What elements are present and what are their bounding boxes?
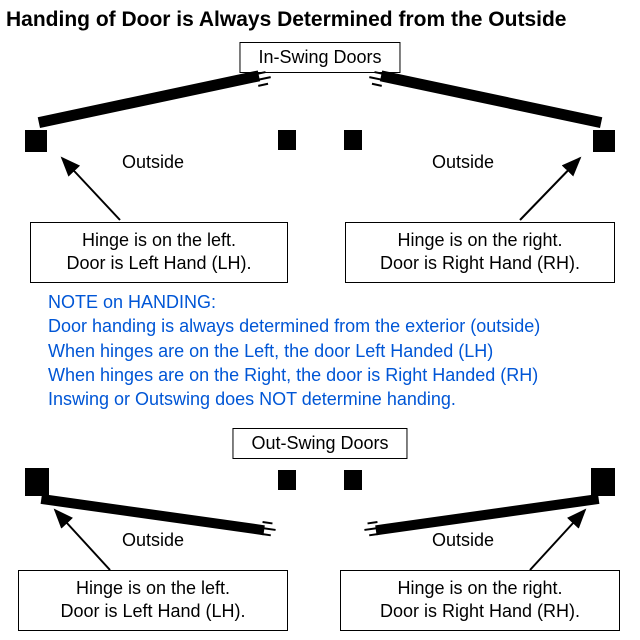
caption-line: Hinge is on the left. <box>39 229 279 252</box>
caption-line: Hinge is on the right. <box>349 577 611 600</box>
caption-line: Door is Left Hand (LH). <box>39 252 279 275</box>
inswing-right-outside: Outside <box>432 152 494 173</box>
outswing-left-outside: Outside <box>122 530 184 551</box>
outswing-label: Out-Swing Doors <box>232 428 407 459</box>
outswing-left-caption: Hinge is on the left. Door is Left Hand … <box>18 570 288 631</box>
caption-line: Hinge is on the right. <box>354 229 606 252</box>
caption-line: Door is Right Hand (RH). <box>349 600 611 623</box>
outswing-right-outside: Outside <box>432 530 494 551</box>
caption-line: Door is Left Hand (LH). <box>27 600 279 623</box>
inswing-left-outside: Outside <box>122 152 184 173</box>
note-title: NOTE on HANDING: <box>48 290 608 314</box>
caption-line: Door is Right Hand (RH). <box>354 252 606 275</box>
note-line: Inswing or Outswing does NOT determine h… <box>48 387 608 411</box>
note-line: When hinges are on the Left, the door Le… <box>48 339 608 363</box>
outswing-right-caption: Hinge is on the right. Door is Right Han… <box>340 570 620 631</box>
inswing-right-caption: Hinge is on the right. Door is Right Han… <box>345 222 615 283</box>
note-line: When hinges are on the Right, the door i… <box>48 363 608 387</box>
note-line: Door handing is always determined from t… <box>48 314 608 338</box>
handing-note: NOTE on HANDING: Door handing is always … <box>48 290 608 411</box>
page-title: Handing of Door is Always Determined fro… <box>0 0 640 38</box>
inswing-label: In-Swing Doors <box>239 42 400 73</box>
caption-line: Hinge is on the left. <box>27 577 279 600</box>
inswing-left-caption: Hinge is on the left. Door is Left Hand … <box>30 222 288 283</box>
